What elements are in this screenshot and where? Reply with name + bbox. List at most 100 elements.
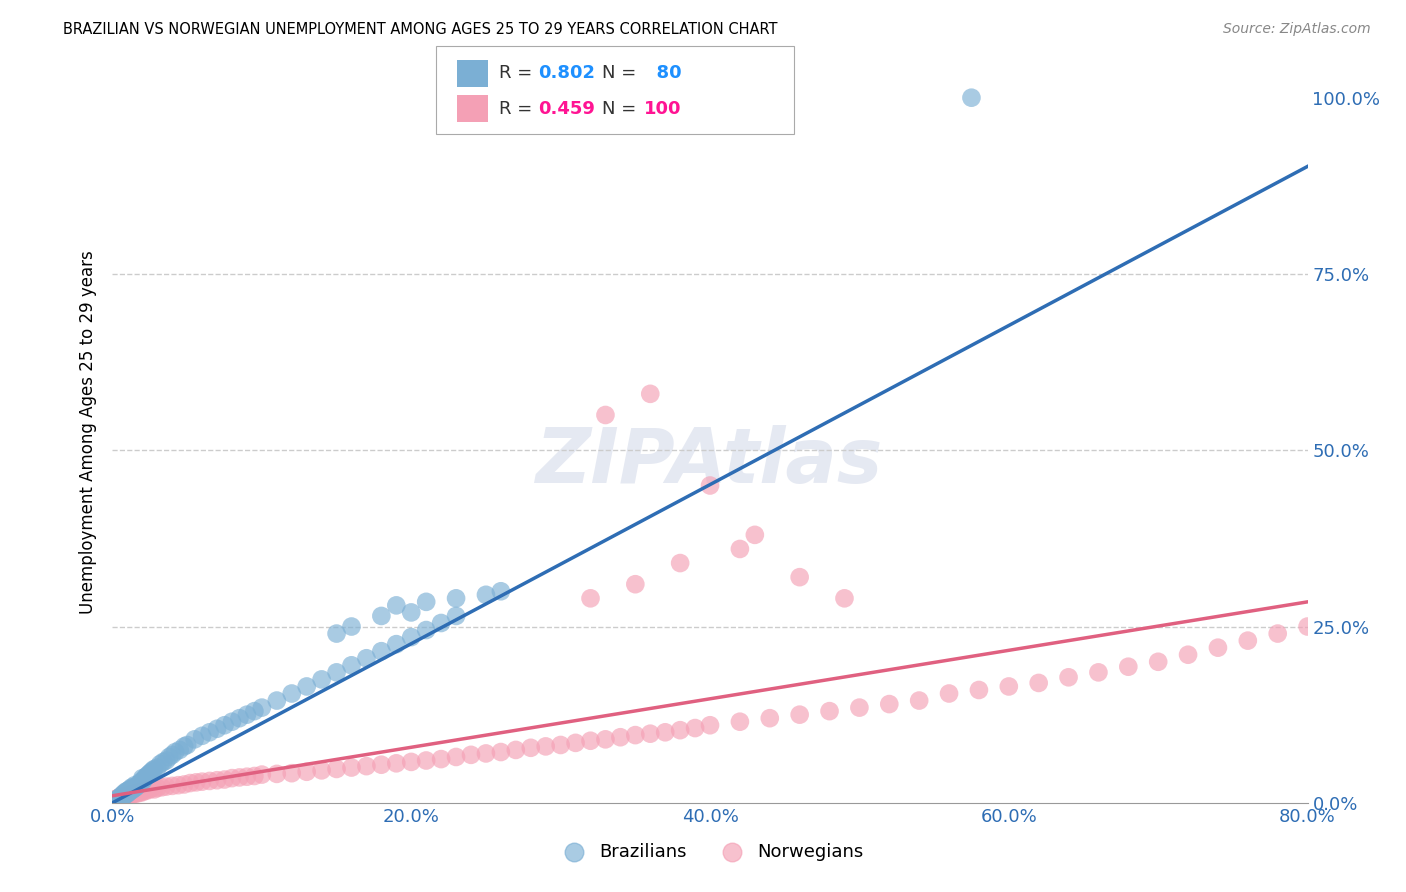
Point bbox=[118, 788, 141, 802]
Point bbox=[1057, 670, 1080, 684]
Text: R =: R = bbox=[499, 100, 538, 118]
Point bbox=[110, 790, 132, 805]
Point bbox=[176, 738, 198, 752]
Point bbox=[848, 700, 870, 714]
Point bbox=[115, 788, 138, 802]
Point bbox=[401, 606, 423, 620]
Point bbox=[967, 683, 990, 698]
Point bbox=[191, 729, 214, 743]
Text: 0.459: 0.459 bbox=[538, 100, 595, 118]
Point bbox=[107, 790, 129, 805]
Point bbox=[132, 772, 155, 787]
Point bbox=[475, 747, 498, 761]
Point bbox=[173, 739, 195, 754]
Point bbox=[236, 707, 259, 722]
Point bbox=[111, 789, 134, 804]
Point bbox=[141, 781, 163, 796]
Point bbox=[325, 626, 347, 640]
Point bbox=[266, 693, 288, 707]
Point bbox=[125, 787, 148, 801]
Point bbox=[356, 651, 378, 665]
Point bbox=[138, 767, 160, 781]
Point bbox=[135, 769, 157, 783]
Point bbox=[186, 775, 208, 789]
Point bbox=[789, 707, 811, 722]
Point bbox=[125, 780, 148, 794]
Point bbox=[370, 609, 392, 624]
Point bbox=[728, 714, 751, 729]
Point bbox=[370, 757, 392, 772]
Point bbox=[1087, 665, 1109, 680]
Point bbox=[699, 718, 721, 732]
Point bbox=[110, 790, 132, 805]
Point bbox=[124, 778, 146, 792]
Point bbox=[155, 780, 177, 794]
Point bbox=[214, 772, 236, 787]
Point bbox=[998, 680, 1021, 694]
Point bbox=[121, 780, 143, 795]
Point bbox=[489, 584, 512, 599]
Point bbox=[228, 771, 250, 785]
Text: R =: R = bbox=[499, 64, 538, 82]
Point bbox=[108, 790, 131, 805]
Point bbox=[1118, 659, 1140, 673]
Point bbox=[146, 760, 169, 774]
Point bbox=[149, 757, 172, 772]
Point bbox=[138, 783, 160, 797]
Point bbox=[114, 786, 135, 800]
Point bbox=[579, 733, 602, 747]
Point bbox=[205, 722, 228, 736]
Point bbox=[325, 665, 347, 680]
Point bbox=[1206, 640, 1229, 655]
Point bbox=[266, 767, 288, 781]
Point bbox=[150, 780, 173, 795]
Point bbox=[129, 774, 152, 789]
Point bbox=[356, 759, 378, 773]
Y-axis label: Unemployment Among Ages 25 to 29 years: Unemployment Among Ages 25 to 29 years bbox=[79, 251, 97, 615]
Point bbox=[699, 478, 721, 492]
Point bbox=[243, 769, 266, 783]
Point bbox=[401, 630, 423, 644]
Point bbox=[340, 619, 363, 633]
Point bbox=[152, 755, 174, 769]
Text: 80: 80 bbox=[644, 64, 682, 82]
Point bbox=[198, 773, 221, 788]
Point bbox=[146, 780, 169, 795]
Point bbox=[744, 528, 766, 542]
Point bbox=[1296, 619, 1319, 633]
Point bbox=[120, 784, 142, 798]
Point bbox=[124, 780, 146, 795]
Point bbox=[475, 588, 498, 602]
Point bbox=[789, 570, 811, 584]
Point bbox=[121, 787, 143, 801]
Point bbox=[205, 773, 228, 788]
Point bbox=[183, 732, 205, 747]
Point bbox=[415, 595, 437, 609]
Point bbox=[128, 786, 150, 800]
Point bbox=[117, 787, 139, 801]
Point bbox=[141, 764, 163, 779]
Point bbox=[520, 740, 543, 755]
Point bbox=[624, 728, 647, 742]
Point bbox=[108, 790, 131, 805]
Point bbox=[221, 771, 243, 785]
Point bbox=[938, 686, 960, 700]
Point bbox=[1028, 676, 1050, 690]
Point bbox=[385, 599, 408, 613]
Point bbox=[115, 784, 138, 798]
Point bbox=[114, 790, 135, 805]
Point bbox=[640, 727, 662, 741]
Point bbox=[104, 792, 127, 806]
Point bbox=[124, 786, 146, 800]
Point bbox=[595, 408, 617, 422]
Point bbox=[250, 767, 273, 781]
Text: ZIPAtlas: ZIPAtlas bbox=[536, 425, 884, 500]
Point bbox=[143, 782, 166, 797]
Point bbox=[167, 778, 190, 792]
Text: Source: ZipAtlas.com: Source: ZipAtlas.com bbox=[1223, 22, 1371, 37]
Point bbox=[505, 743, 527, 757]
Point bbox=[340, 760, 363, 774]
Point bbox=[191, 774, 214, 789]
Point bbox=[879, 697, 901, 711]
Point bbox=[295, 764, 318, 779]
